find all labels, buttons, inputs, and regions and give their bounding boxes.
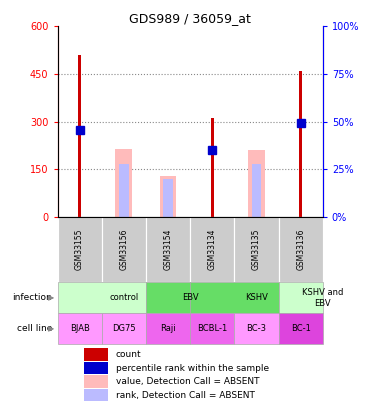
Bar	[84, 375, 108, 388]
Bar	[190, 217, 234, 282]
Bar	[115, 149, 132, 217]
Text: BJAB: BJAB	[70, 324, 89, 333]
Text: cell line: cell line	[17, 324, 52, 333]
Text: BC-1: BC-1	[291, 324, 311, 333]
Bar	[102, 313, 146, 344]
Bar	[160, 176, 177, 217]
Bar	[146, 313, 190, 344]
Text: GSM33154: GSM33154	[164, 229, 173, 271]
Bar	[190, 313, 234, 344]
Text: BCBL-1: BCBL-1	[197, 324, 227, 333]
Text: value, Detection Call = ABSENT: value, Detection Call = ABSENT	[116, 377, 259, 386]
Bar	[299, 71, 302, 217]
Text: GSM33136: GSM33136	[296, 229, 305, 271]
Text: DG75: DG75	[112, 324, 136, 333]
Bar	[84, 362, 108, 374]
Text: percentile rank within the sample: percentile rank within the sample	[116, 364, 269, 373]
Bar	[279, 313, 323, 344]
Text: GSM33155: GSM33155	[75, 229, 84, 271]
Bar	[252, 164, 261, 217]
Bar	[163, 179, 173, 217]
Bar	[146, 282, 190, 313]
Bar	[234, 313, 279, 344]
Text: KSHV: KSHV	[245, 293, 268, 303]
Bar	[279, 282, 323, 313]
Text: GSM33134: GSM33134	[208, 229, 217, 271]
Bar	[211, 118, 214, 217]
Text: BC-3: BC-3	[246, 324, 266, 333]
Bar	[190, 282, 279, 313]
Title: GDS989 / 36059_at: GDS989 / 36059_at	[129, 12, 251, 25]
Bar	[78, 55, 81, 217]
Text: count: count	[116, 350, 141, 359]
Text: control: control	[109, 293, 138, 303]
Text: rank, Detection Call = ABSENT: rank, Detection Call = ABSENT	[116, 391, 255, 400]
Bar	[234, 217, 279, 282]
Text: Raji: Raji	[160, 324, 176, 333]
Bar	[248, 150, 265, 217]
Bar	[58, 313, 102, 344]
Bar	[58, 282, 146, 313]
Text: EBV: EBV	[182, 293, 198, 303]
Bar	[84, 389, 108, 401]
Bar	[102, 217, 146, 282]
Bar	[119, 164, 129, 217]
Bar	[146, 217, 190, 282]
Bar	[58, 217, 102, 282]
Bar	[279, 217, 323, 282]
Bar	[84, 348, 108, 361]
Text: GSM33156: GSM33156	[119, 229, 128, 271]
Text: GSM33135: GSM33135	[252, 229, 261, 271]
Text: infection: infection	[13, 293, 52, 303]
Text: KSHV and
EBV: KSHV and EBV	[302, 288, 344, 308]
